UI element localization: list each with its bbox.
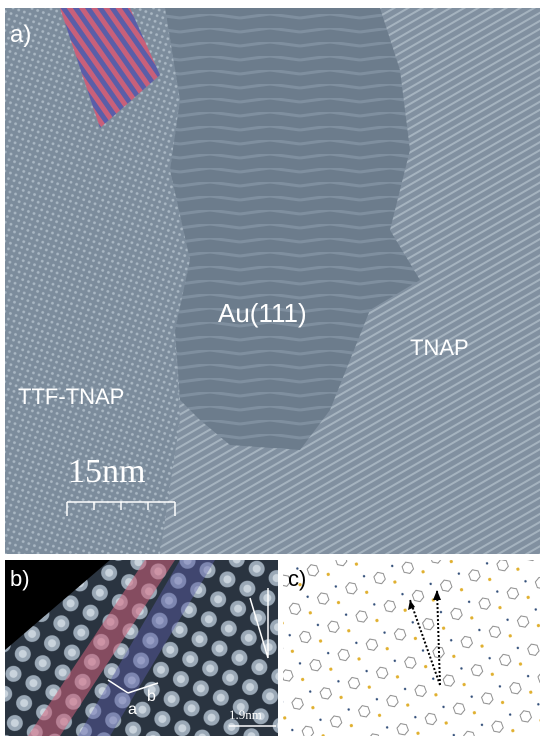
structure-model bbox=[283, 560, 540, 736]
scale-bar-label: 15nm bbox=[68, 453, 145, 490]
panel-label: a) bbox=[10, 21, 31, 48]
region-label: TTF-TNAP bbox=[18, 384, 124, 409]
panel-label: b) bbox=[10, 566, 30, 591]
panel-b: b) a b 1.9nm bbox=[5, 560, 278, 736]
region-label: Au(111) bbox=[218, 298, 307, 328]
figure: a) Au(111) TNAP TTF-TNAP 15nm b) a b 1.9… bbox=[0, 0, 544, 740]
panel-a: a) Au(111) TNAP TTF-TNAP 15nm bbox=[5, 8, 540, 554]
panel-label: c) bbox=[288, 566, 306, 591]
region-label: TNAP bbox=[410, 335, 469, 360]
vector-label: b bbox=[147, 688, 156, 705]
page: a) Au(111) TNAP TTF-TNAP 15nm b) a b 1.9… bbox=[0, 0, 544, 740]
vector-label: a bbox=[128, 701, 137, 718]
scale-bar-label: 1.9nm bbox=[229, 707, 262, 722]
panel-c: c) bbox=[283, 560, 540, 736]
